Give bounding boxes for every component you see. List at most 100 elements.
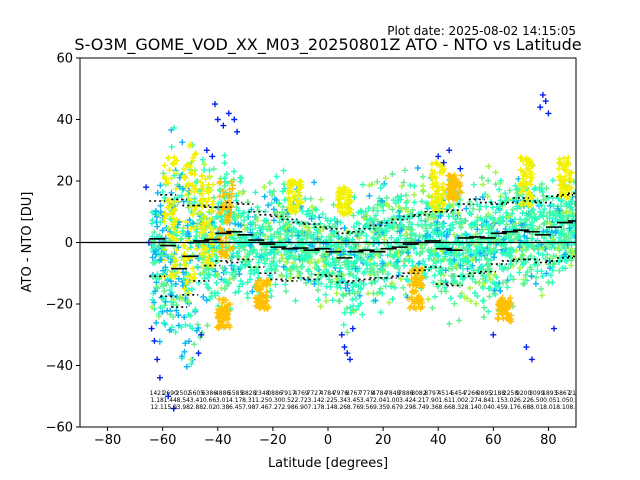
scatter-point bbox=[559, 265, 566, 272]
scatter-point bbox=[539, 245, 546, 252]
scatter-point bbox=[193, 327, 200, 334]
scatter-point bbox=[221, 160, 228, 166]
scatter-point bbox=[184, 192, 191, 199]
scatter-point bbox=[355, 253, 362, 260]
bin-stat-label: 9.56 bbox=[360, 404, 374, 411]
scatter-point bbox=[519, 245, 526, 251]
scatter-point bbox=[520, 276, 527, 283]
scatter-point bbox=[333, 290, 340, 297]
scatter-point bbox=[432, 265, 439, 272]
scatter-point bbox=[539, 91, 546, 98]
scatter-point bbox=[166, 287, 173, 293]
scatter-point bbox=[479, 284, 486, 291]
scatter-point bbox=[157, 219, 164, 226]
scatter-point bbox=[189, 182, 196, 189]
scatter-point bbox=[463, 205, 470, 212]
scatter-point bbox=[521, 280, 528, 287]
scatter-point bbox=[250, 219, 257, 226]
scatter-point bbox=[519, 261, 526, 268]
bin-stat-label: 8.66 bbox=[438, 404, 452, 411]
scatter-point bbox=[317, 303, 324, 310]
scatter-point bbox=[197, 178, 204, 185]
scatter-point bbox=[512, 235, 519, 242]
scatter-point bbox=[548, 244, 555, 251]
scatter-point bbox=[405, 224, 412, 231]
scatter-point bbox=[394, 258, 401, 265]
bin-stat-label: 8.74 bbox=[412, 404, 426, 411]
scatter-point bbox=[389, 296, 396, 302]
scatter-point bbox=[528, 356, 535, 363]
scatter-point bbox=[538, 286, 544, 292]
scatter-point bbox=[233, 204, 240, 211]
scatter-point bbox=[327, 242, 334, 249]
scatter-point bbox=[287, 208, 294, 215]
scatter-point bbox=[366, 192, 373, 199]
scatter-point bbox=[503, 195, 510, 201]
bin-stat-label: 2.27 bbox=[465, 397, 479, 404]
scatter-point bbox=[221, 182, 228, 189]
scatter-point bbox=[409, 206, 416, 213]
scatter-point bbox=[205, 274, 212, 281]
scatter-point bbox=[270, 217, 277, 224]
scatter-point bbox=[228, 262, 235, 269]
y-tick-label: 0 bbox=[65, 236, 73, 251]
scatter-point bbox=[187, 273, 194, 280]
scatter-point bbox=[188, 196, 195, 203]
scatter-point bbox=[187, 225, 194, 232]
scatter-point bbox=[413, 250, 420, 257]
scatter-point bbox=[374, 207, 381, 214]
scatter-point bbox=[194, 263, 201, 270]
scatter-point bbox=[532, 280, 539, 287]
scatter-point bbox=[440, 224, 447, 230]
scatter-point bbox=[293, 204, 300, 211]
scatter-point bbox=[264, 236, 271, 243]
scatter-point bbox=[505, 213, 512, 220]
scatter-point bbox=[488, 226, 495, 233]
scatter-point bbox=[216, 210, 223, 216]
scatter-point bbox=[182, 262, 188, 269]
x-tick-label: 80 bbox=[540, 433, 557, 448]
scatter-point bbox=[229, 244, 236, 251]
scatter-point bbox=[345, 187, 352, 194]
bin-stat-label: 3.47 bbox=[360, 397, 374, 404]
scatter-point bbox=[191, 189, 198, 196]
scatter-point bbox=[353, 295, 359, 302]
scatter-point bbox=[225, 110, 232, 117]
scatter-point bbox=[534, 268, 541, 275]
bin-stat-label: 1.05 bbox=[556, 397, 570, 404]
scatter-point bbox=[161, 288, 168, 295]
scatter-point bbox=[381, 227, 388, 234]
scatter-point bbox=[499, 218, 506, 225]
scatter-point bbox=[565, 201, 572, 208]
scatter-point bbox=[474, 217, 481, 224]
scatter-point bbox=[184, 246, 191, 253]
scatter-point bbox=[224, 191, 231, 198]
scatter-point bbox=[197, 223, 204, 230]
scatter-point bbox=[168, 175, 175, 182]
scatter-point bbox=[256, 305, 263, 311]
scatter-point bbox=[349, 236, 356, 243]
scatter-point bbox=[487, 276, 494, 282]
scatter-point bbox=[168, 278, 175, 285]
scatter-point bbox=[370, 290, 377, 297]
scatter-point bbox=[365, 290, 372, 297]
scatter-point bbox=[216, 186, 223, 193]
scatter-point bbox=[265, 202, 272, 209]
scatter-point bbox=[305, 210, 312, 217]
scatter-point bbox=[438, 230, 445, 237]
scatter-point bbox=[346, 252, 353, 258]
scatter-point bbox=[208, 293, 215, 300]
scatter-point bbox=[281, 197, 288, 203]
scatter-point bbox=[306, 246, 313, 253]
scatter-point bbox=[347, 356, 353, 363]
scatter-point bbox=[371, 260, 378, 267]
scatter-point bbox=[266, 179, 273, 186]
scatter-point bbox=[396, 269, 403, 276]
scatter-point bbox=[505, 265, 511, 272]
scatter-point bbox=[287, 199, 294, 205]
scatter-point bbox=[435, 153, 442, 160]
bin-stat-label: 0.30 bbox=[268, 397, 282, 404]
scatter-point bbox=[398, 206, 405, 213]
scatter-point bbox=[457, 257, 464, 264]
scatter-point bbox=[283, 288, 289, 295]
